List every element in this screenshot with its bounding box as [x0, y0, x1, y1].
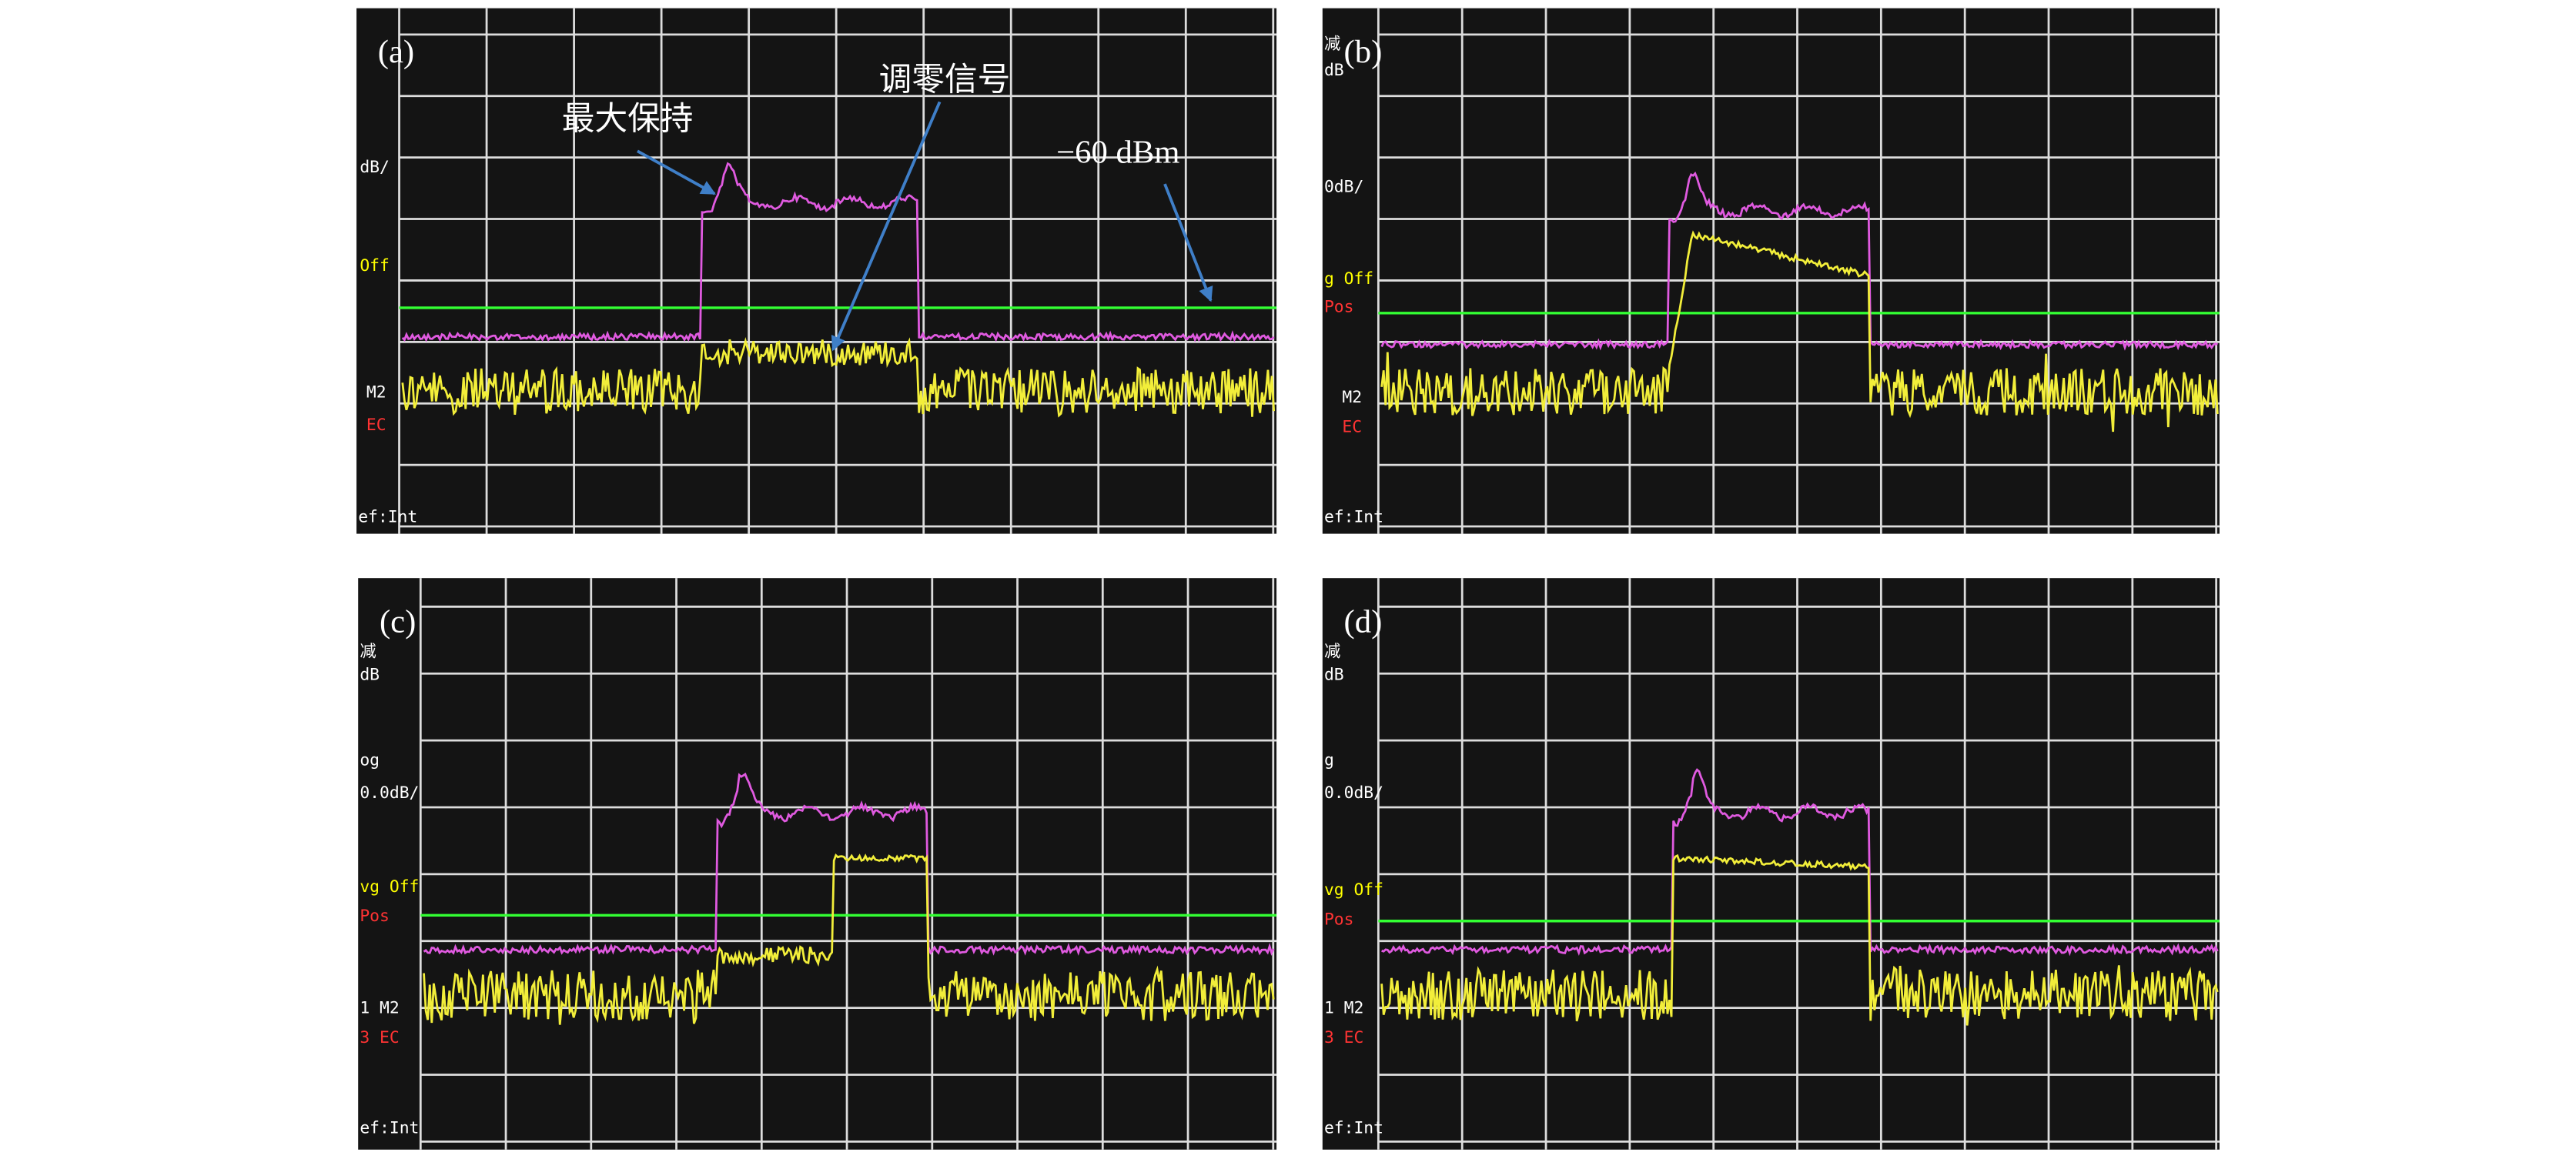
- screen-text: 减: [1324, 35, 1340, 54]
- screen-text: M2: [366, 382, 386, 402]
- screen-text: dB: [360, 665, 380, 684]
- screen-text: g Off: [1324, 269, 1373, 289]
- screen-text: dB: [1324, 665, 1344, 684]
- screen-text: dB: [1324, 61, 1344, 80]
- screen-text: 1 M2: [1324, 999, 1363, 1018]
- max-hold-trace: [401, 162, 1275, 342]
- annotation: 最大保持: [562, 102, 694, 138]
- screen-text: 减: [1324, 643, 1340, 662]
- screen-text: EC: [1342, 417, 1362, 436]
- panel: (c)减 dB og 0.0dB/vg Off Pos 1 M2 3 EC ef:Int: [358, 578, 1277, 1150]
- panel: (d)减 dB g 0.0dB/vg Off Pos 1 M2 3 EC ef:Int: [1322, 578, 2220, 1150]
- screen-text: Pos: [360, 907, 390, 926]
- panel-label: (d): [1344, 604, 1383, 640]
- screen-text: ef:Int: [360, 1118, 419, 1137]
- screen-text: 1 M2: [360, 999, 399, 1018]
- screen-text: M2: [1342, 388, 1362, 407]
- screen-text: 0.0dB/: [360, 783, 419, 803]
- panel: (b)减 dB 0dB/g Off Pos M2 EC ef:Int: [1322, 8, 2220, 534]
- screen-text: Pos: [1324, 910, 1354, 929]
- screen: [358, 578, 1277, 1150]
- screen-text: 3 EC: [1324, 1028, 1363, 1047]
- panel-label: (a): [378, 34, 414, 70]
- screen-text: 0.0dB/: [1324, 783, 1383, 803]
- max-hold-trace: [1380, 171, 2218, 351]
- screen-text: 0dB/: [1324, 178, 1363, 197]
- screen: [1322, 8, 2220, 534]
- screen-text: EC: [366, 416, 386, 435]
- annotation: −60 dBm: [1056, 134, 1179, 170]
- annotation-arrow: [637, 149, 716, 195]
- signal-trace: [423, 853, 1275, 1025]
- screen-text: 减: [360, 643, 376, 662]
- screen-text: 3 EC: [360, 1028, 399, 1047]
- screen-text: vg Off: [360, 877, 419, 897]
- panel: (a) dB/Off M2 EC ef:Int: [356, 8, 1277, 534]
- screen-text: g: [1324, 750, 1334, 770]
- screen-text: Pos: [1324, 297, 1354, 316]
- screen-text: ef:Int: [1324, 508, 1383, 527]
- panel-label: (b): [1344, 34, 1383, 70]
- max-hold-trace: [1381, 768, 2219, 957]
- annotation: 调零信号: [879, 62, 1011, 98]
- screen: [356, 8, 1277, 534]
- screen-text: dB/: [360, 158, 390, 177]
- signal-trace: [1380, 230, 2219, 433]
- panel-label: (c): [380, 604, 416, 640]
- max-hold-trace: [423, 772, 1275, 956]
- annotation-arrow: [831, 101, 942, 352]
- signal-trace: [1380, 853, 2219, 1026]
- signal-trace: [401, 337, 1276, 418]
- screen-text: ef:Int: [1324, 1118, 1383, 1137]
- screen-text: ef:Int: [358, 508, 417, 527]
- annotation-arrow: [1163, 183, 1213, 302]
- screen-text: vg Off: [1324, 880, 1383, 900]
- screen-text: Off: [360, 256, 390, 276]
- screen-text: og: [360, 750, 380, 770]
